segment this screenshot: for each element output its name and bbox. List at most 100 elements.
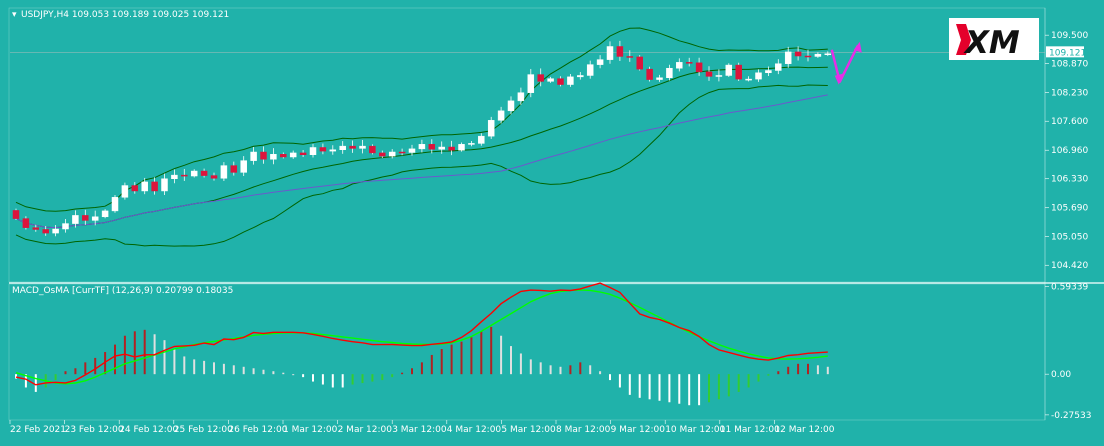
time-tick-label: 2 Mar 12:00 — [338, 425, 393, 435]
candle — [250, 146, 257, 165]
candle — [497, 106, 505, 124]
histogram-bar — [807, 363, 809, 375]
candle — [379, 150, 386, 158]
macd-plot[interactable] — [15, 282, 829, 406]
bull-candle-body — [52, 228, 59, 234]
histogram-bar — [737, 374, 740, 392]
bull-candle-body — [468, 143, 475, 145]
histogram-bar — [628, 374, 631, 395]
histogram-bar — [470, 337, 473, 375]
candle — [586, 60, 594, 79]
bull-candle-body — [161, 178, 168, 192]
candle — [32, 224, 40, 232]
candle — [695, 57, 703, 76]
histogram-bar — [609, 374, 611, 381]
time-tick-label: 8 Mar 12:00 — [556, 425, 611, 435]
histogram-bar — [104, 352, 107, 375]
bear-candle-body — [379, 152, 386, 157]
bull-candle-body — [586, 64, 594, 76]
bull-candle-body — [715, 75, 723, 77]
bear-candle-body — [22, 218, 30, 228]
histogram-bar — [123, 335, 126, 375]
histogram-bar — [490, 326, 493, 375]
bull-candle-body — [478, 135, 485, 144]
candle — [12, 208, 20, 221]
bull-candle-body — [438, 146, 445, 150]
bear-candle-body — [695, 62, 703, 73]
histogram-bar — [638, 374, 641, 398]
bear-candle-body — [299, 152, 307, 155]
candle — [557, 76, 564, 87]
bull-candle-body — [91, 216, 99, 221]
time-tick-label: 4 Mar 12:00 — [447, 425, 502, 435]
main-plot[interactable] — [10, 27, 1045, 247]
symbol-arrow-icon[interactable]: ▾ — [12, 10, 17, 20]
bull-candle-body — [72, 215, 79, 224]
histogram-bar — [648, 374, 651, 400]
histogram-bar — [143, 329, 146, 375]
histogram-bar — [826, 366, 829, 375]
candle — [745, 76, 752, 82]
bull-candle-body — [577, 75, 584, 78]
signal-line — [15, 289, 828, 385]
bear-candle-body — [230, 165, 238, 173]
bull-candle-body — [309, 147, 317, 155]
candle — [487, 116, 495, 139]
histogram-bar — [460, 341, 463, 375]
candle — [567, 73, 574, 87]
price-axis[interactable]: 109.500 108.870 108.230 107.600 106.960 106.3… — [1045, 31, 1088, 271]
histogram-bar — [727, 374, 730, 397]
candle — [448, 140, 455, 156]
histogram-bar — [341, 374, 344, 388]
price-tag-label: 109.121 — [1049, 48, 1086, 58]
histogram-bar — [321, 374, 324, 385]
candle — [577, 72, 584, 80]
candle — [131, 182, 139, 194]
bear-candle-body — [181, 174, 188, 177]
candle — [507, 96, 515, 115]
candle — [260, 146, 267, 164]
bull-candle-body — [141, 181, 148, 192]
bull-candle-body — [121, 185, 129, 198]
bull-candle-body — [270, 154, 277, 160]
candle — [151, 177, 158, 195]
histogram-bar — [371, 374, 374, 382]
bull-candle-body — [725, 64, 733, 76]
bull-candle-body — [250, 151, 257, 161]
time-tick-label: 10 Mar 12:00 — [665, 425, 725, 435]
candle — [309, 144, 317, 158]
candle — [676, 58, 683, 72]
bull-candle-body — [171, 174, 178, 179]
histogram-bar — [589, 365, 592, 375]
histogram-bar — [74, 368, 77, 375]
price-tick-label: 106.960 — [1051, 146, 1088, 156]
bear-candle-body — [319, 147, 327, 152]
candle — [82, 209, 89, 225]
bull-candle-body — [240, 160, 247, 173]
histogram-bar — [618, 374, 621, 388]
time-tick-label: 24 Feb 12:00 — [119, 425, 178, 435]
candle — [775, 59, 782, 75]
histogram-bar — [133, 331, 136, 375]
bull-candle-body — [418, 144, 426, 150]
candle — [547, 76, 554, 83]
histogram-bar — [430, 354, 433, 375]
candle — [537, 68, 544, 87]
time-tick-label: 22 Feb 2021 — [10, 425, 66, 435]
candle — [814, 52, 822, 58]
candle — [616, 40, 624, 61]
bear-candle-body — [804, 55, 812, 58]
histogram-bar — [658, 374, 661, 401]
histogram-bar — [529, 359, 532, 375]
histogram-bar — [816, 365, 819, 375]
bear-candle-body — [646, 68, 653, 80]
candle — [666, 64, 673, 81]
candle — [101, 209, 109, 219]
bull-candle-body — [656, 77, 663, 80]
candle — [270, 148, 277, 165]
bear-candle-body — [626, 56, 634, 58]
bull-candle-body — [339, 145, 346, 151]
